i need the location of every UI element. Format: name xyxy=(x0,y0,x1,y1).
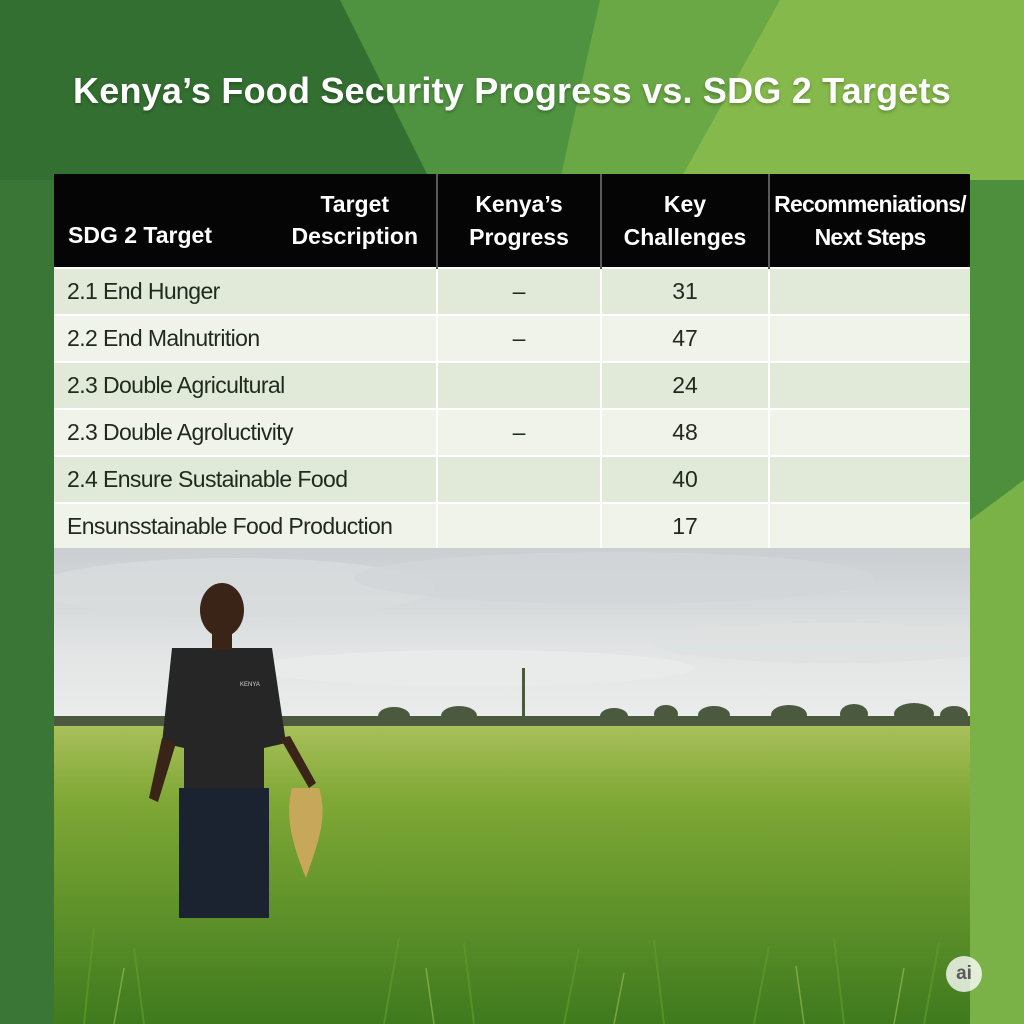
cell-target: 2.3 Double Agroluctivity xyxy=(54,408,438,456)
table-header-row: SDG 2 Target Target Description Kenya’s … xyxy=(54,174,970,268)
header-description-label: Target Description xyxy=(291,191,418,250)
cell-progress xyxy=(437,502,602,549)
farmer-field-photo: KENYA xyxy=(54,548,970,1024)
header-progress: Kenya’s Progress xyxy=(437,174,602,268)
table-row: Ensunsstainable Food Production 17 xyxy=(54,502,970,549)
cell-progress: – xyxy=(437,314,602,362)
cell-challenges: 31 xyxy=(601,267,770,315)
cell-progress: – xyxy=(437,408,602,456)
header-challenges: Key Challenges xyxy=(601,174,770,268)
sdg-table-container: SDG 2 Target Target Description Kenya’s … xyxy=(54,174,970,549)
cell-challenges: 47 xyxy=(601,314,770,362)
cell-progress xyxy=(437,455,602,503)
cell-challenges: 48 xyxy=(601,408,770,456)
shirt-logo-text: KENYA xyxy=(240,682,260,688)
cell-recommendations xyxy=(769,361,970,409)
cell-recommendations xyxy=(769,267,970,315)
farmer-field-illustration: KENYA xyxy=(54,548,970,1024)
table-row: 2.2 End Malnutrition – 47 xyxy=(54,314,970,362)
header-target: SDG 2 Target Target Description xyxy=(54,174,438,268)
cell-target: 2.4 Ensure Sustainable Food xyxy=(54,455,438,503)
header-recommendations: Recommeniations/ Next Steps xyxy=(769,174,970,268)
cell-target: 2.1 End Hunger xyxy=(54,267,438,315)
cell-recommendations xyxy=(769,314,970,362)
cell-challenges: 40 xyxy=(601,455,770,503)
cell-progress: – xyxy=(437,267,602,315)
sdg-table: SDG 2 Target Target Description Kenya’s … xyxy=(54,174,970,549)
cell-target: Ensunsstainable Food Production xyxy=(54,502,438,549)
cell-recommendations xyxy=(769,455,970,503)
cell-target: 2.2 End Malnutrition xyxy=(54,314,438,362)
table-row: 2.3 Double Agroluctivity – 48 xyxy=(54,408,970,456)
table-row: 2.4 Ensure Sustainable Food 40 xyxy=(54,455,970,503)
farmer-figure: KENYA xyxy=(149,583,323,918)
cell-target: 2.3 Double Agricultural xyxy=(54,361,438,409)
header-target-label: SDG 2 Target xyxy=(68,221,212,248)
table-row: 2.1 End Hunger – 31 xyxy=(54,267,970,315)
page-title: Kenya’s Food Security Progress vs. SDG 2… xyxy=(73,70,951,111)
cell-recommendations xyxy=(769,502,970,549)
ai-watermark-icon: ai xyxy=(946,956,982,992)
cell-challenges: 17 xyxy=(601,502,770,549)
cell-challenges: 24 xyxy=(601,361,770,409)
cell-progress xyxy=(437,361,602,409)
table-row: 2.3 Double Agricultural 24 xyxy=(54,361,970,409)
cell-recommendations xyxy=(769,408,970,456)
